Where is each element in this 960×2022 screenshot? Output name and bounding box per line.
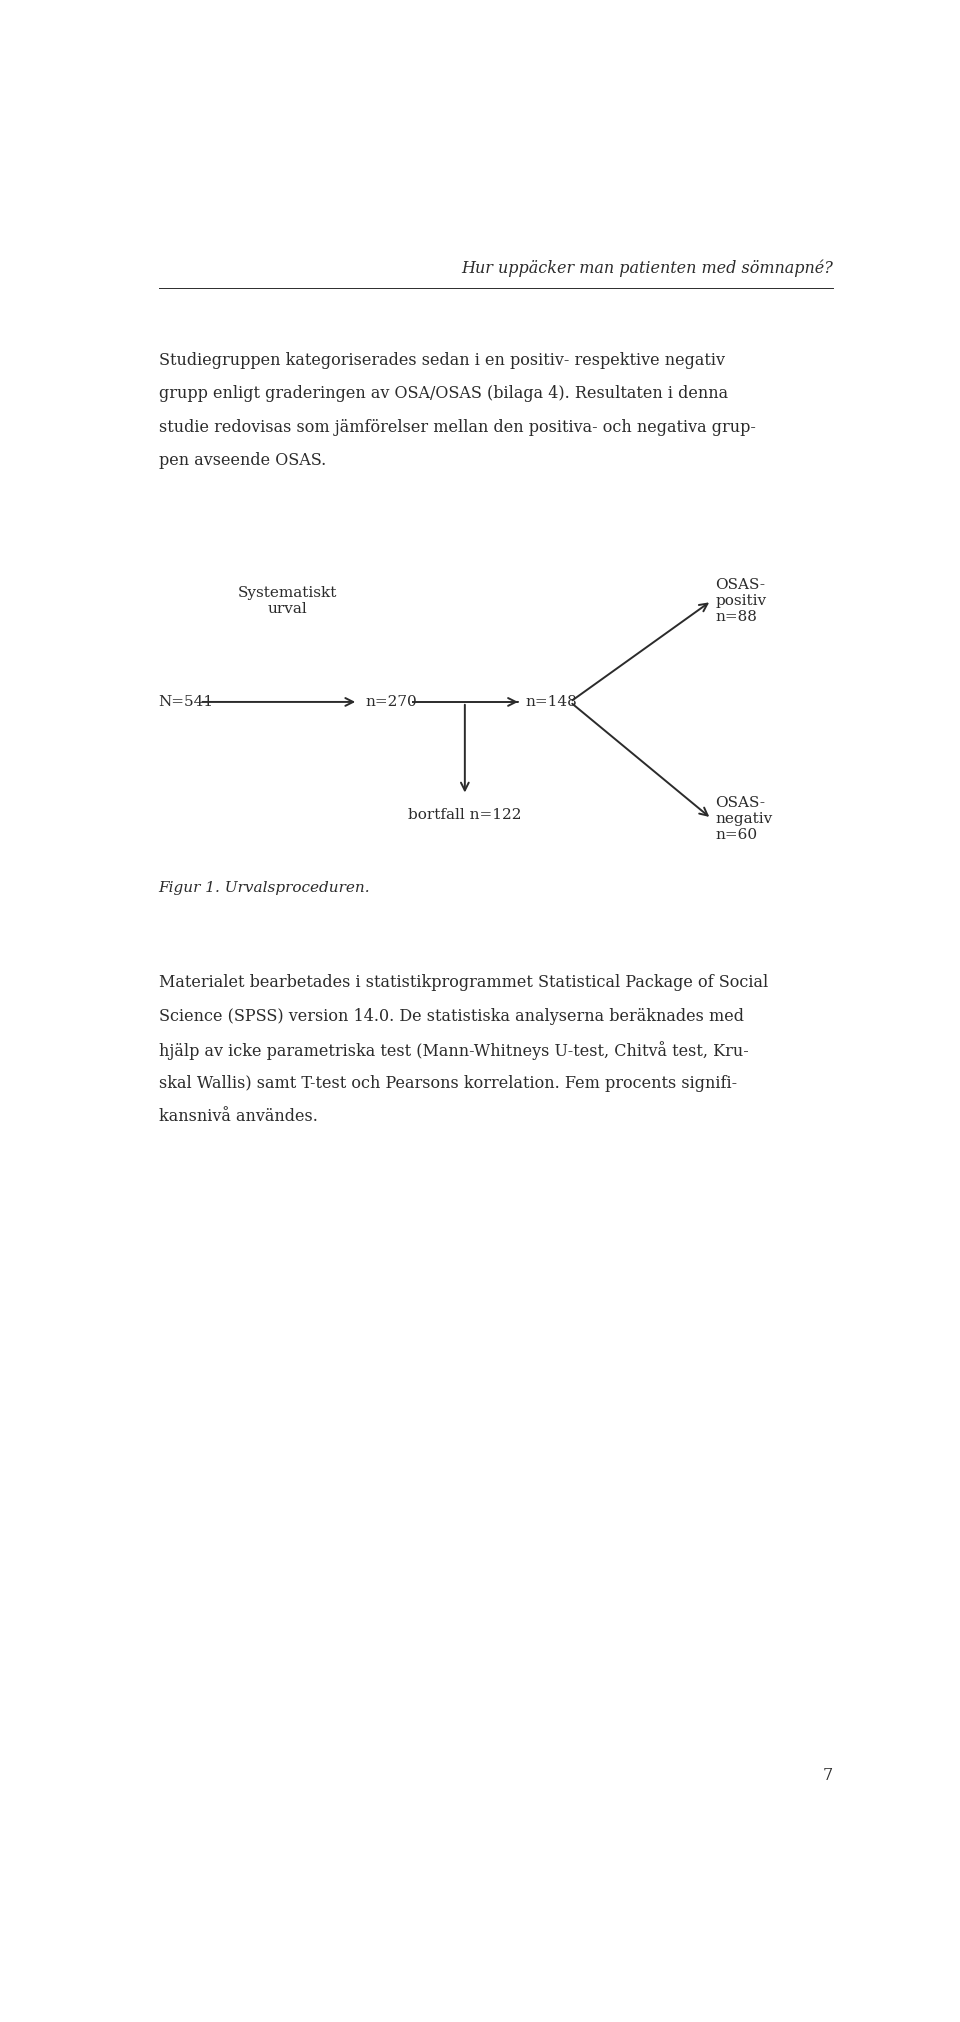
Text: Figur 1. Urvalsproceduren.: Figur 1. Urvalsproceduren. [158,882,371,896]
Text: N=541: N=541 [158,696,214,710]
Text: n=148: n=148 [525,696,577,710]
Text: Systematiskt
urval: Systematiskt urval [238,586,337,617]
Text: grupp enligt graderingen av OSA/OSAS (bilaga 4). Resultaten i denna: grupp enligt graderingen av OSA/OSAS (bi… [158,384,728,402]
Text: OSAS-
negativ
n=60: OSAS- negativ n=60 [715,795,773,841]
Text: Hur uppäcker man patienten med sömnapné?: Hur uppäcker man patienten med sömnapné? [461,259,832,277]
Text: kansnivå användes.: kansnivå användes. [158,1108,318,1126]
Text: Studiegruppen kategoriserades sedan i en positiv- respektive negativ: Studiegruppen kategoriserades sedan i en… [158,352,725,368]
Text: Science (SPSS) version 14.0. De statistiska analyserna beräknades med: Science (SPSS) version 14.0. De statisti… [158,1007,744,1025]
Text: OSAS-
positiv
n=88: OSAS- positiv n=88 [715,578,766,625]
Text: n=270: n=270 [366,696,418,710]
Text: hjälp av icke parametriska test (Mann-Whitneys U-test, Chitvå test, Kru-: hjälp av icke parametriska test (Mann-Wh… [158,1041,749,1060]
Text: pen avseende OSAS.: pen avseende OSAS. [158,453,326,469]
Text: Materialet bearbetades i statistikprogrammet Statistical Package of Social: Materialet bearbetades i statistikprogra… [158,975,768,991]
Text: skal Wallis) samt T-test och Pearsons korrelation. Fem procents signifi-: skal Wallis) samt T-test och Pearsons ko… [158,1076,737,1092]
Text: bortfall n=122: bortfall n=122 [408,809,521,821]
Text: 7: 7 [823,1767,832,1783]
Text: studie redovisas som jämförelser mellan den positiva- och negativa grup-: studie redovisas som jämförelser mellan … [158,419,756,435]
